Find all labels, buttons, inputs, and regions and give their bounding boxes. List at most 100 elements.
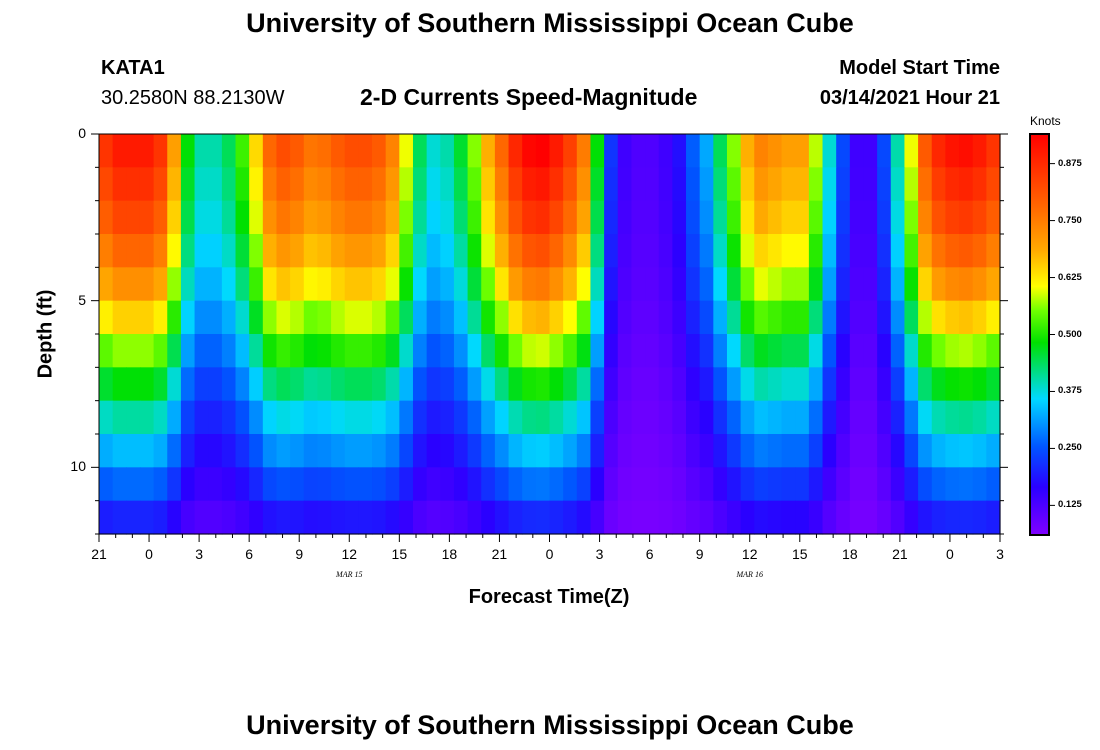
heatmap-cell bbox=[303, 500, 319, 535]
heatmap-cell bbox=[522, 434, 537, 468]
heatmap-cell bbox=[686, 134, 701, 168]
heatmap-cell bbox=[481, 467, 496, 502]
heatmap-cell bbox=[372, 200, 387, 235]
heatmap-cell bbox=[795, 134, 810, 168]
heatmap-cell bbox=[890, 500, 906, 535]
heatmap-cell bbox=[262, 234, 278, 268]
heatmap-cell bbox=[877, 434, 892, 468]
heatmap-cell bbox=[522, 167, 537, 202]
heatmap-cell bbox=[303, 134, 319, 168]
heatmap-cell bbox=[645, 134, 660, 168]
heatmap-cell bbox=[412, 500, 428, 535]
heatmap-cell bbox=[699, 334, 714, 368]
heatmap-cell bbox=[904, 267, 919, 302]
heatmap-cell bbox=[221, 234, 237, 268]
heatmap-cell bbox=[208, 267, 223, 302]
heatmap-cell bbox=[699, 267, 714, 302]
heatmap-cell bbox=[617, 134, 633, 168]
colorbar-tick-label: 0.750 bbox=[1058, 214, 1082, 226]
heatmap-cell bbox=[494, 267, 510, 302]
heatmap-cell bbox=[740, 200, 755, 235]
heatmap-cell bbox=[344, 134, 359, 168]
heatmap-cell bbox=[139, 300, 155, 335]
heatmap-cell bbox=[372, 467, 387, 502]
heatmap-cell bbox=[808, 200, 824, 235]
heatmap-cell bbox=[399, 334, 414, 368]
heatmap-cell bbox=[686, 167, 701, 202]
heatmap-cell bbox=[235, 167, 250, 202]
heatmap-cell bbox=[699, 300, 714, 335]
heatmap-cell bbox=[385, 200, 400, 235]
heatmap-cell bbox=[194, 300, 209, 335]
heatmap-cell bbox=[139, 200, 155, 235]
heatmap-cell bbox=[221, 200, 237, 235]
heatmap-cell bbox=[535, 134, 551, 168]
heatmap-cell bbox=[822, 300, 837, 335]
heatmap-cell bbox=[290, 167, 305, 202]
heatmap-cell bbox=[99, 500, 114, 535]
heatmap-cell bbox=[590, 334, 605, 368]
heatmap-cell bbox=[822, 167, 837, 202]
heatmap-cell bbox=[317, 300, 332, 335]
heatmap-cell bbox=[904, 334, 919, 368]
heatmap-cell bbox=[126, 367, 141, 402]
heatmap-cell bbox=[412, 400, 428, 435]
heatmap-cell bbox=[781, 167, 796, 202]
heatmap-cell bbox=[126, 267, 141, 302]
heatmap-cell bbox=[412, 367, 428, 402]
heatmap-cell bbox=[604, 234, 619, 268]
heatmap-cell bbox=[563, 334, 578, 368]
heatmap-cell bbox=[167, 367, 182, 402]
heatmap-cell bbox=[726, 300, 742, 335]
heatmap-cell bbox=[563, 200, 578, 235]
heatmap-cell bbox=[631, 267, 646, 302]
heatmap-cell bbox=[863, 367, 878, 402]
heatmap-cell bbox=[208, 300, 223, 335]
heatmap-cell bbox=[808, 300, 824, 335]
heatmap-cell bbox=[713, 200, 728, 235]
heatmap-cell bbox=[453, 500, 469, 535]
heatmap-cell bbox=[221, 467, 237, 502]
heatmap-cell bbox=[317, 134, 332, 168]
heatmap-cell bbox=[918, 400, 933, 435]
heatmap-cell bbox=[822, 400, 837, 435]
heatmap-cell bbox=[959, 334, 974, 368]
heatmap-cell bbox=[467, 434, 482, 468]
heatmap-cell bbox=[699, 200, 714, 235]
heatmap-cell bbox=[877, 367, 892, 402]
heatmap-cell bbox=[576, 400, 592, 435]
heatmap-cell bbox=[453, 300, 469, 335]
heatmap-cell bbox=[877, 500, 892, 535]
heatmap-cell bbox=[385, 267, 400, 302]
heatmap-cell bbox=[576, 134, 592, 168]
x-tick-label: 3 bbox=[996, 546, 1004, 562]
x-tick-label: 18 bbox=[441, 546, 458, 562]
heatmap-cell bbox=[959, 500, 974, 535]
heatmap-cell bbox=[235, 400, 250, 435]
heatmap-cell bbox=[99, 367, 114, 402]
heatmap-cell bbox=[494, 400, 510, 435]
heatmap-cell bbox=[235, 467, 250, 502]
heatmap-cell bbox=[180, 167, 196, 202]
heatmap-cell bbox=[808, 167, 824, 202]
heatmap-cell bbox=[890, 367, 906, 402]
heatmap-cell bbox=[877, 334, 892, 368]
heatmap-cell bbox=[549, 367, 564, 402]
heatmap-cell bbox=[426, 234, 441, 268]
heatmap-cell bbox=[590, 300, 605, 335]
heatmap-cell bbox=[795, 300, 810, 335]
heatmap-cell bbox=[290, 234, 305, 268]
heatmap-cell bbox=[822, 267, 837, 302]
heatmap-cell bbox=[686, 500, 701, 535]
heatmap-cell bbox=[781, 400, 796, 435]
heatmap-cell bbox=[822, 234, 837, 268]
heatmap-cell bbox=[549, 200, 564, 235]
heatmap-cell bbox=[249, 167, 264, 202]
heatmap-cell bbox=[249, 134, 264, 168]
heatmap-cell bbox=[303, 300, 319, 335]
heatmap-cell bbox=[713, 467, 728, 502]
heatmap-cell bbox=[344, 234, 359, 268]
heatmap-cell bbox=[658, 367, 673, 402]
heatmap-cell bbox=[467, 467, 482, 502]
